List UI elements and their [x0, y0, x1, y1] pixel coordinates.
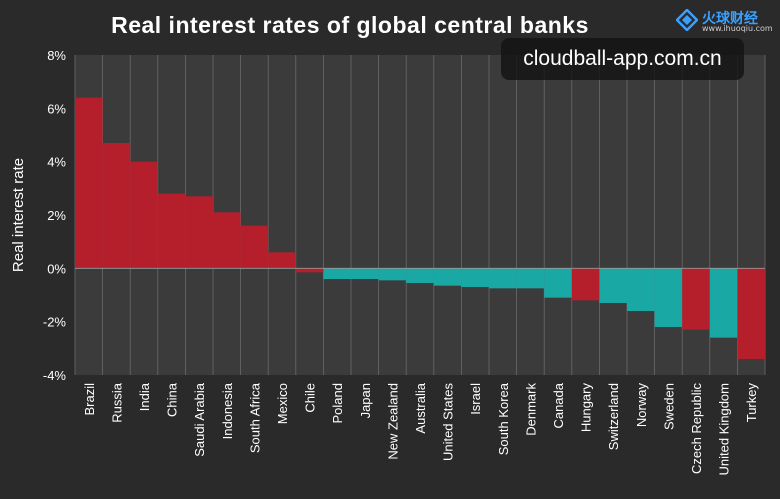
x-tick-label: Chile: [303, 383, 318, 413]
x-tick-label: Saudi Arabia: [192, 382, 207, 456]
x-tick-label: Sweden: [661, 383, 676, 430]
bar-hungary: [571, 268, 600, 301]
bar-new-zealand: [378, 268, 407, 281]
watermark-overlay: cloudball-app.com.cn: [501, 38, 744, 80]
bar-china: [157, 193, 186, 269]
bar-norway: [627, 268, 655, 311]
x-tick-label: South Korea: [496, 382, 511, 455]
brand-logo: 火球财经 www.ihuoqiu.com: [676, 6, 776, 34]
bar-south-korea: [489, 268, 517, 289]
bar-russia: [102, 143, 131, 269]
bar-united-kingdom: [709, 268, 738, 338]
bars: [75, 97, 765, 359]
x-tick-label: Czech Republic: [689, 383, 704, 475]
bar-united-states: [433, 268, 462, 286]
bar-chile: [295, 268, 324, 273]
x-tick-label: Indonesia: [220, 382, 235, 439]
bar-canada: [544, 268, 572, 298]
x-tick-label: Poland: [330, 383, 345, 423]
y-tick-label: 0%: [47, 261, 66, 276]
chart-title: Real interest rates of global central ba…: [111, 12, 589, 38]
x-tick-label: India: [137, 382, 152, 411]
x-tick-label: Switzerland: [606, 383, 621, 450]
x-tick-label: Israel: [468, 383, 483, 415]
x-tick-label: Canada: [551, 382, 566, 428]
y-tick-label: -2%: [43, 315, 67, 330]
y-tick-label: 6%: [47, 101, 66, 116]
bar-switzerland: [599, 268, 627, 303]
bar-sweden: [654, 268, 683, 327]
x-tick-label: Turkey: [744, 383, 759, 423]
y-tick-label: 8%: [47, 48, 66, 63]
x-tick-label: China: [165, 382, 180, 417]
bar-denmark: [516, 268, 545, 289]
bar-israel: [461, 268, 489, 287]
x-tick-label: United Kingdom: [717, 383, 732, 476]
x-tick-label: Russia: [109, 382, 124, 423]
x-tick-label: Norway: [634, 383, 649, 428]
x-tick-label: Japan: [358, 383, 373, 418]
huoqiu-logo-icon: [676, 9, 698, 31]
x-tick-label: South Africa: [247, 382, 262, 453]
y-tick-label: 4%: [47, 155, 66, 170]
bar-saudi-arabia: [185, 196, 213, 269]
y-tick-label: 2%: [47, 208, 66, 223]
bar-poland: [323, 268, 351, 279]
y-tick-labels: 8% 6% 4% 2% 0% -2% -4%: [43, 48, 67, 383]
x-tick-label: Brazil: [82, 383, 97, 416]
x-tick-label: United States: [441, 383, 456, 462]
x-tick-label: Mexico: [275, 383, 290, 424]
bar-india: [130, 161, 158, 269]
logo-name: 火球财经: [702, 11, 758, 27]
bar-turkey: [737, 268, 765, 359]
bar-australia: [406, 268, 434, 283]
bar-indonesia: [213, 212, 241, 269]
bar-japan: [351, 268, 379, 279]
bar-south-africa: [240, 225, 269, 269]
x-tick-label: Hungary: [579, 383, 594, 433]
bar-czech-republic: [682, 268, 710, 330]
bar-brazil: [75, 97, 103, 269]
x-tick-label: Australia: [413, 382, 428, 433]
x-tick-label: New Zealand: [385, 383, 400, 460]
y-axis-label: Real interest rate: [10, 158, 27, 272]
x-tick-labels: Brazil Russia India China Saudi Arabia Indone…: [82, 382, 759, 475]
logo-url: www.ihuoqiu.com: [702, 24, 773, 33]
bar-mexico: [268, 252, 296, 269]
x-tick-label: Denmark: [523, 383, 538, 436]
y-tick-label: -4%: [43, 368, 67, 383]
